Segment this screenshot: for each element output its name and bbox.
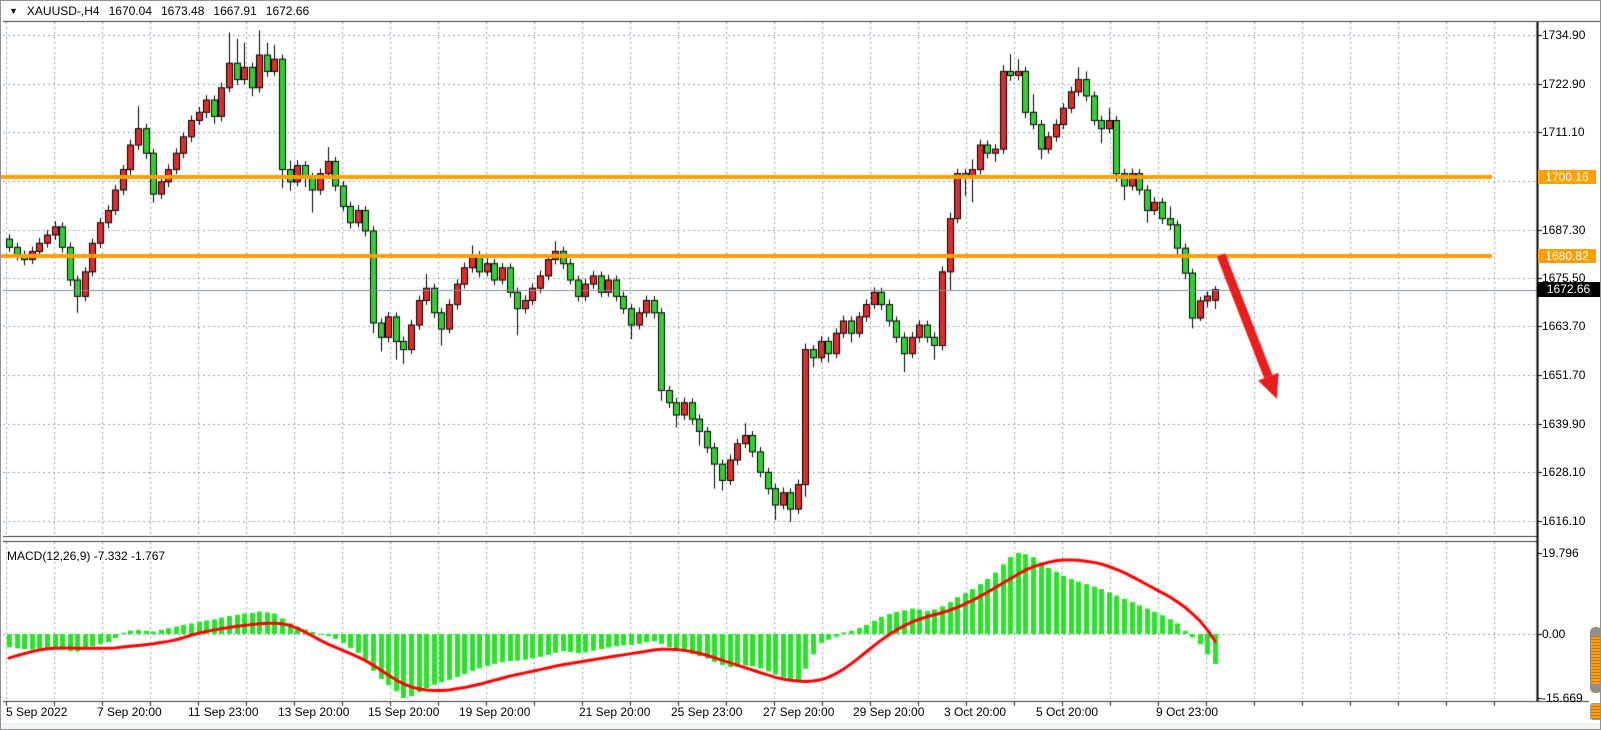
vertical-scrollbar[interactable] [1590,22,1600,722]
resistance-price-badge: 1700.16 [1538,170,1596,184]
time-axis-label: 27 Sep 20:00 [763,705,835,719]
macd-axis-label: 0.00 [1542,627,1566,641]
price-axis-label: 1734.90 [1542,28,1586,42]
time-axis-label: 11 Sep 23:00 [188,705,259,719]
ohlc-close: 1672.66 [265,4,310,18]
time-axis-label: 9 Oct 23:00 [1156,705,1219,719]
current-price-badge: 1672.66 [1537,282,1600,297]
window-bottom-edge [1,723,1600,729]
corner-resize-grip[interactable] [1590,703,1600,720]
price-axis-label: 1675.50 [1542,271,1586,285]
price-axis-label: 1639.90 [1542,417,1586,431]
macd-indicator-label: MACD(12,26,9) -7.332 -1.767 [7,549,166,563]
time-axis-label: 3 Oct 20:00 [944,705,1007,719]
scrollbar-thumb-top-cap [1591,628,1600,636]
time-axis-label: 13 Sep 20:00 [278,705,350,719]
price-axis-label: 1711.10 [1542,125,1585,139]
price-axis-label: 1663.70 [1542,319,1586,333]
price-axis-label: 1651.70 [1542,368,1586,382]
price-pane[interactable] [3,22,1537,536]
time-axis-label: 29 Sep 20:00 [853,705,925,719]
macd-pane[interactable] [3,542,1537,700]
time-axis-label: 25 Sep 23:00 [671,705,743,719]
ohlc-open: 1670.04 [108,4,152,18]
scrollbar-thumb[interactable] [1590,627,1600,693]
time-axis-label: 5 Sep 2022 [6,705,68,719]
price-axis-label: 1628.10 [1542,465,1586,479]
price-axis-label: 1722.90 [1542,77,1586,91]
ohlc-high: 1673.48 [161,4,205,18]
price-axis-label: 1616.10 [1542,514,1586,528]
symbol-period-label: XAUUSD-,H4 [26,4,100,18]
macd-axis-label: 19.796 [1542,546,1579,560]
time-axis-label: 5 Oct 20:00 [1036,705,1099,719]
scrollbar-thumb-bottom-cap [1591,684,1600,692]
support-price-badge: 1680.82 [1538,249,1596,263]
macd-axis-label: -15.669 [1542,691,1583,705]
time-axis-label: 7 Sep 20:00 [97,705,162,719]
chart-dropdown-icon[interactable]: ▼ [9,6,18,16]
ohlc-low: 1667.91 [213,4,257,18]
time-axis-label: 19 Sep 20:00 [459,705,531,719]
chart-title: ▼ XAUUSD-,H4 1670.04 1673.48 1667.91 167… [9,4,309,18]
time-axis-label: 21 Sep 20:00 [579,705,651,719]
price-axis-label: 1687.30 [1542,223,1586,237]
time-axis-label: 15 Sep 20:00 [368,705,440,719]
